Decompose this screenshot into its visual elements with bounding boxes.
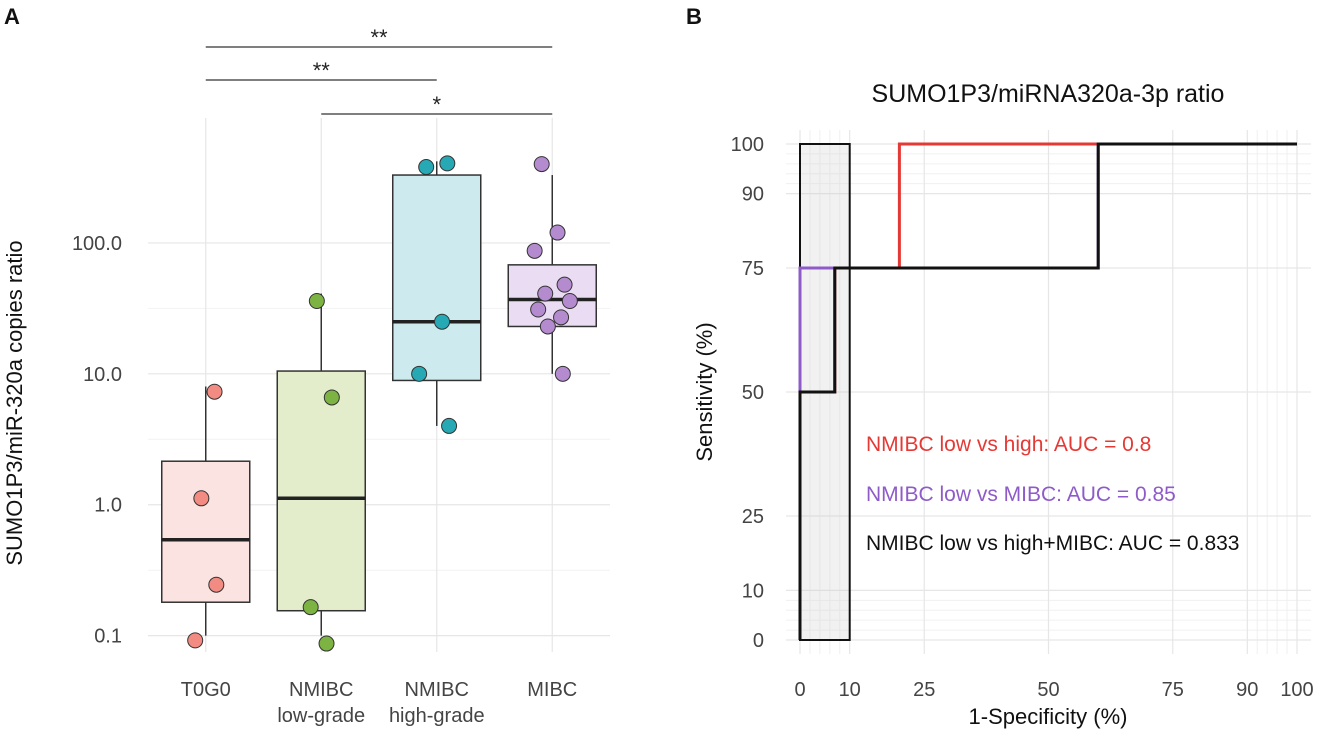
y-tick-label: 25 [742,506,764,528]
y-tick-label: 0 [753,630,764,652]
y-tick-label: 100 [731,134,764,156]
data-point [539,318,556,335]
data-point [549,224,566,241]
x-tick-label: 0 [794,679,805,701]
data-point [418,159,435,176]
y-tick-label: 10 [742,580,764,602]
panel-a-letter: A [4,4,20,29]
data-point [187,632,204,649]
y-tick-label: 50 [742,382,764,404]
x-tick-label: NMIBC [405,679,469,701]
data-point [193,490,210,507]
data-point [323,389,340,406]
x-tick-sublabel: low-grade [277,705,365,727]
panel-a-y-axis-label: SUMO1P3/miR-320a copies ratio [2,240,27,565]
y-tick-label: 75 [742,258,764,280]
roc-curve [798,142,1297,640]
x-tick-label: T0G0 [181,679,231,701]
x-tick-label: 100 [1280,679,1313,701]
y-tick-label: 90 [742,184,764,206]
x-tick-label: 90 [1236,679,1258,701]
y-tick-label: 0.1 [94,626,122,648]
panel-b-letter: B [686,4,702,29]
data-point [308,293,325,310]
data-point [318,635,335,652]
y-tick-label: 100.0 [72,233,122,255]
auc-annotation: NMIBC low vs high+MIBC: AUC = 0.833 [866,532,1239,555]
auc-annotation: NMIBC low vs high: AUC = 0.8 [866,433,1151,456]
panel-a-points [187,155,578,652]
panel-b-x-tick-labels: 0 10 25 50 75 90 100 [794,679,1313,701]
y-tick-label: 10.0 [83,364,122,386]
data-point [556,276,573,293]
box [392,174,482,382]
panel-b-title: SUMO1P3/miRNA320a-3p ratio [872,80,1225,108]
panel-b-gridlines [786,130,1311,654]
x-tick-label: 25 [913,679,935,701]
significance-label: ** [370,25,388,50]
panel-b-auc-annotations: NMIBC low vs high: AUC = 0.8 NMIBC low vs… [866,433,1239,555]
data-point [206,383,223,400]
panel-b-y-axis-label: Sensitivity (%) [692,322,717,461]
data-point [439,155,456,172]
significance-label: * [432,92,441,117]
x-tick-label: MIBC [527,679,577,701]
panel-b-x-axis-label: 1-Specificity (%) [969,704,1128,729]
data-point [530,301,547,318]
y-tick-label: 1.0 [94,495,122,517]
data-point [537,285,554,302]
panel-a-y-tick-labels: 0.1 1.0 10.0 100.0 [72,233,122,648]
x-tick-label: 75 [1162,679,1184,701]
box [161,460,251,603]
data-point [526,242,543,259]
data-point [554,365,571,382]
auc-annotation: NMIBC low vs MIBC: AUC = 0.85 [866,483,1176,506]
box [276,370,366,612]
data-point [533,156,550,173]
panel-b-roc-curves [798,142,1297,640]
data-point [411,365,428,382]
data-point [441,417,458,434]
data-point [302,599,319,616]
panel-a-boxes [161,161,597,636]
x-tick-sublabel: high-grade [389,705,485,727]
significance-label: ** [313,58,331,83]
x-tick-label: 10 [839,679,861,701]
panel-b-roc-plot: B SUMO1P3/miRNA320a-3p ratio 0 10 25 50 75 90… [686,4,1314,729]
x-tick-label: 50 [1037,679,1059,701]
panel-a-x-tick-labels: T0G0 NMIBC low-grade NMIBC high-grade MIBC [181,679,578,727]
data-point [434,313,451,330]
panel-b-y-tick-labels: 0 10 25 50 75 90 100 [731,134,764,652]
panel-a-significance-brackets: ***** [205,25,553,117]
data-point [561,293,578,310]
x-tick-label: NMIBC [289,679,353,701]
data-point [553,309,570,326]
data-point [208,576,225,593]
